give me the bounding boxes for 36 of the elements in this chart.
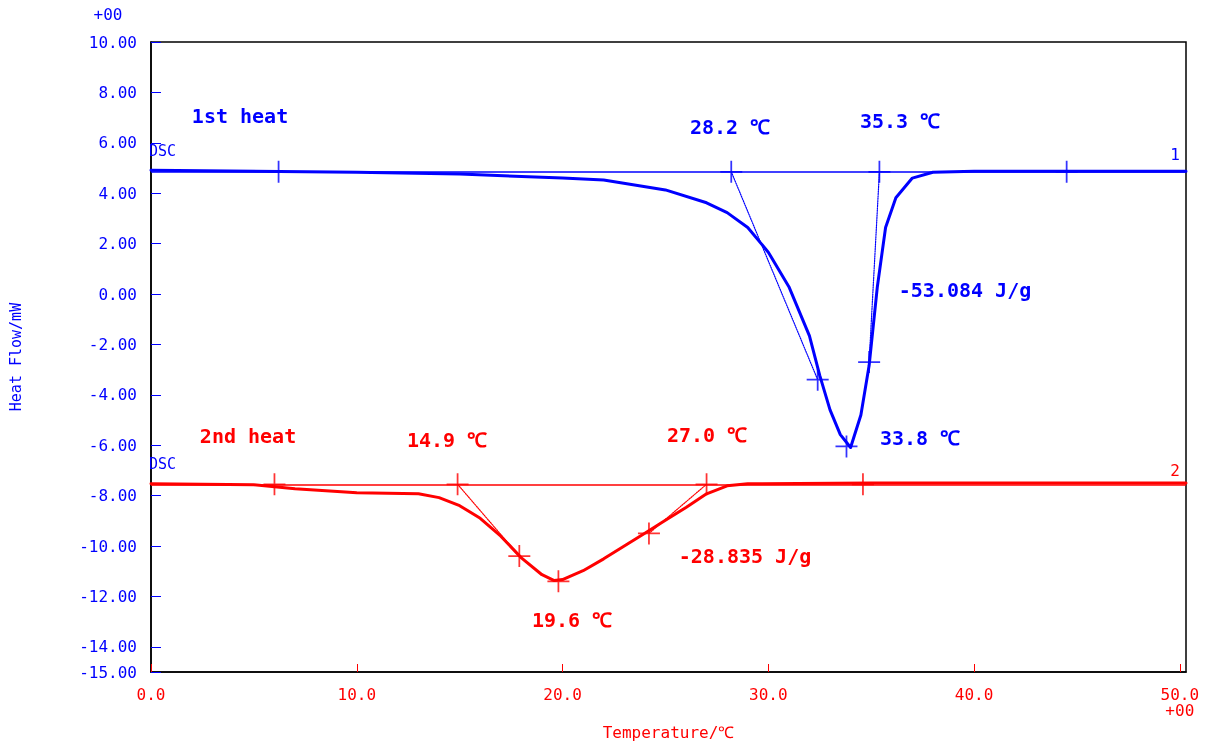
annotation: 19.6 ℃ [531,608,613,632]
y-tick-label: 8.00 [98,82,137,102]
x-axis-title: Temperature/℃ [602,722,735,742]
y-tick-label: -12.00 [79,586,137,606]
text: +00 [93,4,123,24]
y-tick-label: -14.00 [79,637,137,657]
x-tick-label: 40.0 [954,684,994,704]
x-tick-label: 20.0 [543,684,582,704]
y-axis-title: Heat Flow/mW [6,301,25,412]
y-tick-label: -2.00 [88,334,137,354]
annotation: 2 [1170,460,1180,480]
x-tick-label: 50.0 +00 [1160,684,1200,720]
y-tick-label: -10.00 [79,536,137,556]
x-tick-label: 30.0 [749,684,788,704]
x-tick-label: 10.0 [337,684,377,704]
y-tick-label: 4.00 [98,183,137,203]
y-tick-label: -4.00 [88,385,137,405]
point [508,545,531,568]
x-tick-label: 0.0 [136,684,166,704]
y-tick-label: -15.00 [79,662,137,682]
annotation: -53.084 J/g [898,278,1032,302]
y-tick-label: 10.00 [88,32,137,52]
annotation: 14.9 ℃ [406,428,488,452]
annotation: 1 [1170,144,1180,164]
y-tick-label: -8.00 [88,486,137,506]
y-tick-label: 2.00 [98,234,137,254]
y-tick-label: 0.00 [98,284,137,304]
annotation: 1st heat [191,104,289,128]
y-tick-label: 6.00 [98,133,137,153]
annotation: 35.3 ℃ [859,109,941,133]
annotation: -28.835 J/g [678,544,812,568]
annotation: 33.8 ℃ [879,426,961,450]
annotation: 28.2 ℃ [689,115,771,139]
annotation: 27.0 ℃ [666,423,748,447]
y-tick-label: -6.00 [88,435,137,455]
annotation: 2nd heat [199,424,297,448]
